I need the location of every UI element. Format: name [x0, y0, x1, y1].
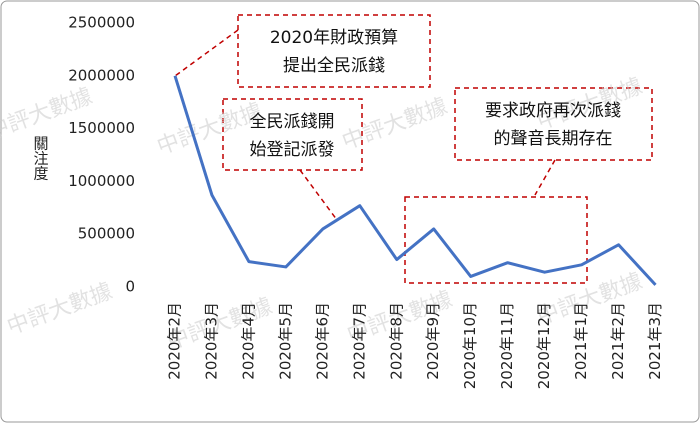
- x-tick-label: 2020年11月: [498, 302, 516, 389]
- annotation-pointer: [534, 159, 556, 196]
- y-tick-label: 1500000: [68, 119, 135, 137]
- x-tick-label: 2020年6月: [313, 302, 331, 380]
- annotation-text: 2020年財政預算: [270, 28, 398, 48]
- highlight-box: [404, 196, 588, 284]
- y-tick-label: 2000000: [68, 66, 135, 84]
- x-tick-label: 2020年10月: [461, 302, 479, 389]
- x-tick-label: 2020年4月: [239, 302, 257, 380]
- line: [173, 75, 657, 286]
- y-tick-label: 0: [125, 278, 135, 296]
- annotation-box: [237, 14, 431, 88]
- x-tick-label: 2020年5月: [276, 302, 294, 380]
- x-tick-label: 2020年8月: [387, 302, 405, 380]
- annotation-pointer: [174, 29, 239, 77]
- x-tick-label: 2021年3月: [646, 302, 664, 380]
- y-axis-label: 關注度: [32, 136, 50, 181]
- annotation-text: 提出全民派錢: [283, 56, 385, 76]
- annotation-box: [222, 98, 363, 171]
- annotation-text: 的聲音長期存在: [494, 129, 613, 149]
- x-tick-label: 2020年12月: [535, 302, 553, 389]
- annotation-text: 要求政府再次派錢: [485, 101, 621, 121]
- x-tick-label: 2021年2月: [609, 302, 627, 380]
- annotation-text: 始登記派發: [250, 140, 335, 160]
- x-tick-label: 2020年3月: [202, 302, 220, 380]
- x-tick-label: 2020年2月: [165, 302, 183, 380]
- x-tick-label: 2020年7月: [350, 302, 368, 380]
- x-tick-label: 2020年9月: [424, 302, 442, 380]
- x-tick-label: 2021年1月: [572, 302, 590, 380]
- annotation-text: 全民派錢開: [250, 112, 335, 132]
- y-tick-label: 500000: [78, 225, 135, 243]
- y-tick-label: 1000000: [68, 172, 135, 190]
- y-tick-label: 2500000: [68, 14, 135, 32]
- annotation-pointer: [299, 169, 338, 221]
